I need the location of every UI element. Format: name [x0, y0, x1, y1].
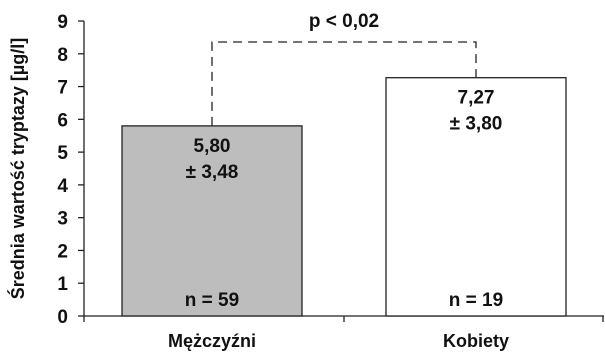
y-tick-label: 6	[57, 110, 68, 131]
significance-line	[211, 41, 477, 126]
value-label: 5,80	[194, 136, 231, 157]
significance-bracket: p < 0,02	[211, 11, 477, 126]
y-tick-label: 5	[57, 143, 68, 164]
bar	[385, 77, 567, 317]
category-label: Kobiety	[443, 331, 509, 351]
y-tick-label: 4	[57, 176, 68, 197]
y-axis-label: Średnia wartość tryptazy [µg/l]	[7, 38, 28, 299]
sd-label: ± 3,48	[186, 162, 239, 183]
y-tick-label: 7	[57, 78, 68, 99]
y-tick-label: 3	[57, 209, 68, 230]
category-label: Mężczyźni	[168, 331, 256, 351]
bars	[121, 77, 567, 317]
sd-label: ± 3,80	[450, 114, 503, 135]
data-labels: 5,80 ± 3,48 n = 59 Mężczyźni 7,27 ± 3,80 n = 1…	[168, 88, 509, 351]
significance-label: p < 0,02	[309, 11, 379, 32]
bar	[121, 125, 303, 317]
n-label: n = 19	[449, 290, 503, 311]
y-tick-label: 1	[57, 274, 68, 295]
y-tick-label: 2	[57, 241, 68, 262]
y-tick-label: 8	[57, 45, 68, 66]
n-label: n = 59	[185, 290, 239, 311]
y-tick-label: 9	[57, 12, 68, 33]
value-label: 7,27	[458, 88, 495, 109]
y-tick-label: 0	[57, 307, 68, 328]
